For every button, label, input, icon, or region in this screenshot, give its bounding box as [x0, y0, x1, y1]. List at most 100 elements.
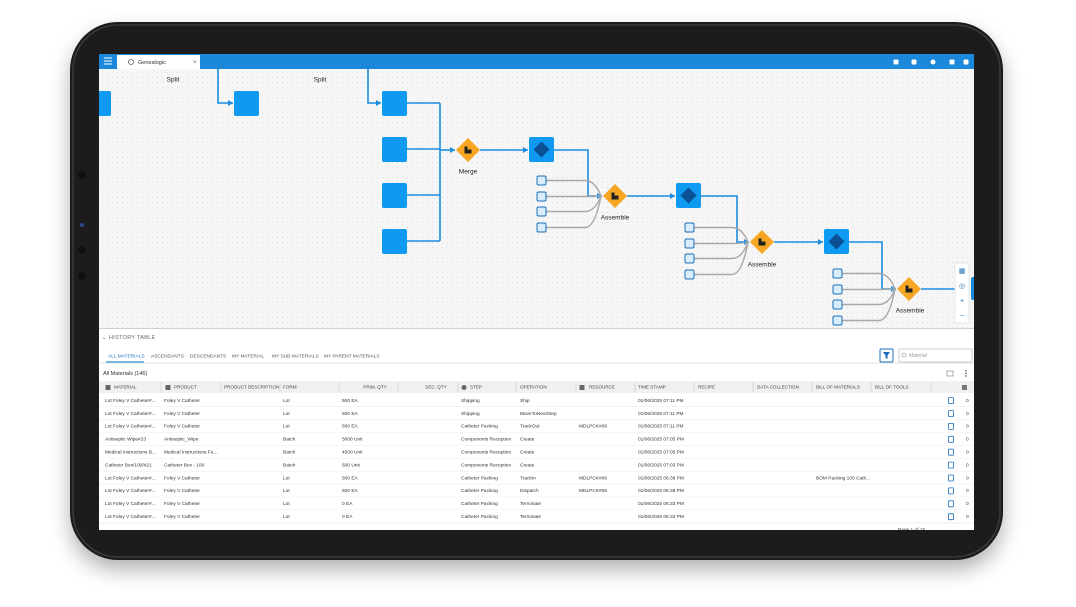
- material-node[interactable]: [382, 137, 407, 162]
- table-cell: 01/06/2025 07:05 PM: [638, 437, 684, 443]
- material-node[interactable]: [382, 91, 407, 116]
- table-row[interactable]: [99, 471, 974, 485]
- table-tab[interactable]: MY MATERIAL: [232, 353, 264, 359]
- operation-icon: [464, 146, 472, 154]
- row-doc-icon[interactable]: [948, 474, 954, 482]
- header-icon: [962, 385, 967, 390]
- toolbar-icon[interactable]: [949, 59, 955, 65]
- node-label: Assemble: [896, 308, 925, 315]
- toolbar-icon[interactable]: [893, 59, 899, 65]
- table-cell: Lot: [283, 475, 290, 481]
- table-cell: Lot Foley V Catheter#...: [105, 475, 156, 481]
- table-cell: Medical Instructions B...: [105, 449, 156, 455]
- sub-material-node[interactable]: [684, 269, 695, 280]
- table-cell: Shipping: [461, 398, 480, 404]
- table-row[interactable]: [99, 484, 974, 498]
- sub-material-node[interactable]: [536, 222, 547, 233]
- table-cell: Lot: [283, 424, 290, 430]
- table-cell: Terminate: [520, 501, 541, 507]
- row-doc-icon[interactable]: [948, 461, 954, 469]
- table-row[interactable]: [99, 510, 974, 523]
- more-icon[interactable]: [965, 372, 967, 375]
- table-tab[interactable]: MY SUB-MATERIALS: [272, 353, 319, 359]
- material-node: [99, 91, 111, 116]
- side-sensor: [78, 272, 86, 280]
- table-cell: Foley V Catheter: [164, 411, 200, 417]
- row-doc-icon[interactable]: [948, 448, 954, 456]
- operation-icon: [758, 238, 766, 246]
- column-header: DATA COLLECTION: [757, 385, 799, 390]
- sub-material-node[interactable]: [536, 191, 547, 202]
- material-node[interactable]: [382, 183, 407, 208]
- table-cell: Ship: [520, 398, 530, 404]
- table-cell: 0: [966, 488, 969, 494]
- table-cell: Foley V Catheter: [164, 488, 200, 494]
- zoom-control[interactable]: −: [960, 313, 964, 320]
- table-cell: Antiseptic Wipe#23: [105, 437, 146, 443]
- sub-material-node[interactable]: [536, 175, 547, 186]
- table-cell: 500 Unit: [342, 462, 361, 468]
- table-row[interactable]: [99, 419, 974, 433]
- zoom-control[interactable]: +: [960, 298, 964, 305]
- table-row[interactable]: [99, 432, 974, 446]
- row-doc-icon[interactable]: [948, 410, 954, 417]
- zoom-control[interactable]: ▦: [959, 268, 966, 275]
- more-icon[interactable]: [965, 370, 967, 372]
- column-icon: [165, 385, 171, 390]
- columns-icon[interactable]: [946, 370, 954, 377]
- sub-material-node[interactable]: [684, 253, 695, 264]
- sub-material-node[interactable]: [684, 238, 695, 249]
- row-doc-icon[interactable]: [948, 487, 954, 495]
- table-cell: Catheter Box - 100: [164, 462, 205, 468]
- table-row[interactable]: [99, 497, 974, 511]
- column-header: BILL OF TOOLS: [875, 385, 909, 390]
- column-header: PRIM. QTY: [363, 385, 386, 390]
- row-doc-icon[interactable]: [948, 500, 954, 508]
- sub-material-node[interactable]: [684, 222, 695, 233]
- operation-icon-cut: [467, 146, 472, 150]
- material-node[interactable]: [234, 91, 259, 116]
- more-icon[interactable]: [965, 375, 967, 377]
- table-row[interactable]: [99, 458, 974, 472]
- row-doc-icon[interactable]: [948, 397, 954, 405]
- table-cell: Lot: [283, 488, 290, 494]
- toolbar-icon[interactable]: [911, 59, 917, 65]
- table-cell: MDLPCK#06: [579, 424, 607, 430]
- table-tab[interactable]: DESCENDANTS: [190, 353, 226, 359]
- operation-icon: [611, 192, 619, 200]
- table-tab[interactable]: ALL MATERIALS: [108, 353, 145, 359]
- connector: [842, 272, 896, 290]
- table-row[interactable]: [99, 394, 974, 407]
- app-tab[interactable]: [117, 55, 200, 69]
- sub-material-node[interactable]: [832, 284, 843, 295]
- sub-material-node[interactable]: [832, 299, 843, 310]
- sub-material-node[interactable]: [832, 315, 843, 326]
- table-cell: Catheter Packing: [461, 475, 498, 481]
- table-cell: 01/06/2025 07:05 PM: [638, 449, 684, 455]
- connector: [546, 195, 602, 198]
- table-row[interactable]: [99, 406, 974, 420]
- table-tab[interactable]: ASCENDANTS: [151, 353, 184, 359]
- table-cell: Lot Foley V Catheter#...: [105, 411, 156, 417]
- table-cell: Catheter Packing: [461, 424, 498, 430]
- search-input[interactable]: [898, 348, 973, 363]
- sub-material-node[interactable]: [536, 206, 547, 217]
- tab-title: Genealogic: [138, 60, 166, 66]
- zoom-control[interactable]: ◎: [959, 283, 965, 290]
- column-header: PRODUCT: [174, 385, 197, 390]
- table-cell: Batch: [283, 462, 296, 468]
- table-row[interactable]: [99, 445, 974, 459]
- row-doc-icon[interactable]: [948, 435, 954, 443]
- table-cell: 0: [966, 449, 969, 455]
- table-cell: Catheter Packing: [461, 514, 498, 520]
- table-tab[interactable]: MY PARENT MATERIALS: [324, 353, 380, 359]
- column-header: STEP: [470, 385, 482, 390]
- material-node[interactable]: [382, 229, 407, 254]
- toolbar-icon[interactable]: [963, 59, 969, 65]
- toolbar-icon[interactable]: [930, 59, 936, 65]
- table-cell: 01/06/2025 06:33 PM: [638, 501, 684, 507]
- row-doc-icon[interactable]: [948, 422, 954, 430]
- row-doc-icon[interactable]: [948, 513, 954, 521]
- sub-material-node[interactable]: [832, 268, 843, 279]
- side-panel-toggle[interactable]: [971, 277, 976, 300]
